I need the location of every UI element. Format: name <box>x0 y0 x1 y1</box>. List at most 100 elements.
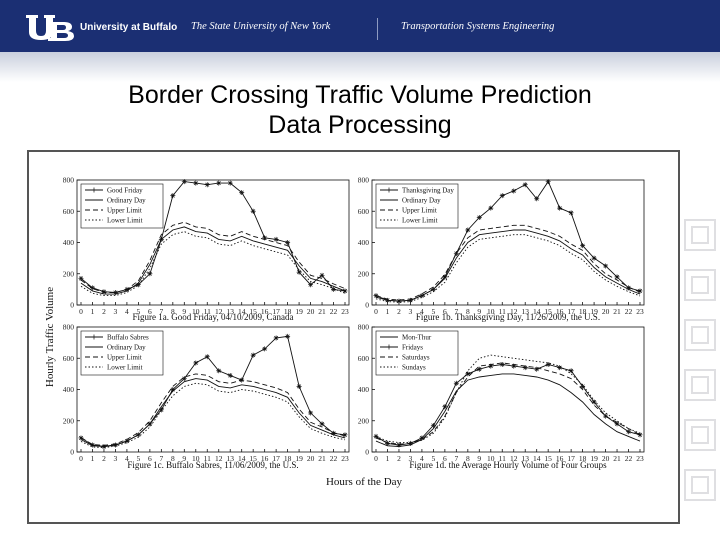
data-point-marker <box>227 180 233 186</box>
data-point-marker <box>591 399 597 405</box>
x-tick-label: 2 <box>102 454 106 463</box>
x-tick-label: 14 <box>533 307 541 316</box>
series-line-mon-thur <box>375 373 641 447</box>
legend-label: Sundays <box>402 364 426 372</box>
data-point-marker <box>511 188 517 194</box>
data-point-marker <box>193 360 199 366</box>
data-point-marker <box>614 421 620 427</box>
ub-logo-icon <box>26 15 74 41</box>
data-point-marker <box>511 363 517 369</box>
data-point-marker <box>557 365 563 371</box>
x-tick-label: 20 <box>602 454 610 463</box>
x-tick-label: 3 <box>114 307 118 316</box>
legend-label: Saturdays <box>402 354 430 362</box>
data-point-marker <box>522 182 528 188</box>
y-tick-label: 200 <box>63 416 75 425</box>
data-point-marker <box>250 208 256 214</box>
data-point-marker <box>384 440 390 446</box>
x-tick-label: 17 <box>272 454 280 463</box>
x-tick-label: 12 <box>215 454 223 463</box>
y-tick-label: 200 <box>358 269 370 278</box>
x-tick-label: 5 <box>137 307 141 316</box>
x-tick-label: 13 <box>521 454 529 463</box>
x-tick-label: 7 <box>454 454 458 463</box>
x-tick-label: 13 <box>226 307 234 316</box>
legend-marker <box>386 344 392 350</box>
x-tick-label: 1 <box>386 307 390 316</box>
x-tick-label: 21 <box>318 307 326 316</box>
data-point-marker <box>373 433 379 439</box>
x-tick-label: 2 <box>397 454 401 463</box>
data-point-marker <box>262 235 268 241</box>
series-line-upper-limit <box>80 373 346 446</box>
y-tick-label: 800 <box>63 176 75 185</box>
x-tick-label: 18 <box>579 454 587 463</box>
x-tick-label: 3 <box>114 454 118 463</box>
x-tick-label: 12 <box>510 307 518 316</box>
y-tick-label: 800 <box>63 323 75 332</box>
x-tick-label: 21 <box>613 454 621 463</box>
figure-frame: Hourly Traffic Volume Hours of the Day 0… <box>27 150 680 524</box>
y-tick-label: 0 <box>70 301 74 310</box>
shared-x-label: Hours of the Day <box>326 476 403 488</box>
x-tick-label: 22 <box>625 454 633 463</box>
y-tick-label: 0 <box>365 301 369 310</box>
data-point-marker <box>545 179 551 185</box>
data-point-marker <box>603 413 609 419</box>
suny-tagline: The State University of New York <box>191 21 331 32</box>
series-line-upper-limit <box>80 221 346 293</box>
data-point-marker <box>308 410 314 416</box>
data-point-marker <box>170 387 176 392</box>
legend-label: Thanksgiving Day <box>402 187 454 195</box>
data-point-marker <box>442 404 448 410</box>
x-tick-label: 17 <box>272 307 280 316</box>
x-tick-label: 11 <box>204 454 211 463</box>
data-point-marker <box>204 182 210 188</box>
university-name[interactable]: University at Buffalo <box>80 22 178 33</box>
x-tick-label: 9 <box>477 307 481 316</box>
x-tick-label: 4 <box>420 307 424 316</box>
x-tick-label: 3 <box>409 454 413 463</box>
data-point-marker <box>430 422 436 428</box>
legend-box <box>375 183 459 229</box>
data-point-marker <box>285 333 291 339</box>
x-tick-label: 5 <box>432 454 436 463</box>
x-tick-label: 9 <box>182 454 186 463</box>
x-tick-label: 14 <box>238 454 246 463</box>
y-tick-label: 400 <box>358 238 370 247</box>
data-point-marker <box>204 354 210 360</box>
data-point-marker <box>488 363 494 369</box>
data-point-marker <box>216 180 222 186</box>
watermark-pattern <box>684 219 716 501</box>
x-tick-label: 18 <box>579 307 587 316</box>
data-point-marker <box>396 442 402 448</box>
x-tick-label: 21 <box>613 307 621 316</box>
data-point-marker <box>442 274 448 280</box>
traffic-volume-figure: Hourly Traffic Volume Hours of the Day 0… <box>44 176 645 488</box>
x-tick-label: 18 <box>284 307 292 316</box>
x-tick-label: 19 <box>590 454 598 463</box>
x-tick-label: 17 <box>567 307 575 316</box>
x-tick-label: 13 <box>521 307 529 316</box>
x-tick-label: 18 <box>284 454 292 463</box>
data-point-marker <box>534 366 540 372</box>
x-tick-label: 14 <box>533 454 541 463</box>
x-tick-label: 20 <box>307 454 315 463</box>
data-point-marker <box>250 352 256 358</box>
data-point-marker <box>568 368 574 374</box>
x-tick-label: 0 <box>79 454 83 463</box>
data-point-marker <box>273 335 279 341</box>
legend-marker <box>91 187 97 193</box>
header-divider <box>377 18 378 40</box>
x-tick-label: 22 <box>330 307 338 316</box>
data-point-marker <box>147 271 153 277</box>
y-tick-label: 800 <box>358 176 370 185</box>
x-tick-label: 4 <box>125 307 129 316</box>
data-point-marker <box>419 435 425 441</box>
legend-label: Good Friday <box>107 187 143 195</box>
